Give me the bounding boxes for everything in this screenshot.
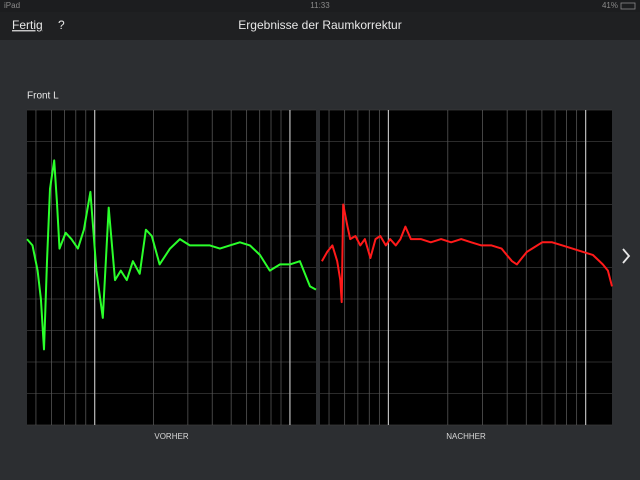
response-curve	[26, 159, 317, 351]
help-button[interactable]: ?	[58, 18, 65, 32]
response-curve	[321, 203, 613, 304]
next-chevron[interactable]	[622, 248, 631, 264]
nav-bar	[0, 12, 640, 40]
nav-title: Ergebnisse der Raumkorrektur	[238, 18, 401, 32]
done-button[interactable]: Fertig	[12, 18, 43, 32]
device-name: iPad	[4, 1, 20, 10]
plot-caption: NACHHER	[446, 432, 486, 441]
section-label: Front L	[27, 91, 59, 102]
plots: VORHER NACHHER	[26, 109, 613, 441]
battery-icon	[620, 2, 636, 10]
battery-level: 41%	[602, 1, 618, 10]
plot-caption: VORHER	[154, 432, 188, 441]
status-bar	[0, 0, 640, 12]
clock: 11:33	[310, 1, 330, 10]
